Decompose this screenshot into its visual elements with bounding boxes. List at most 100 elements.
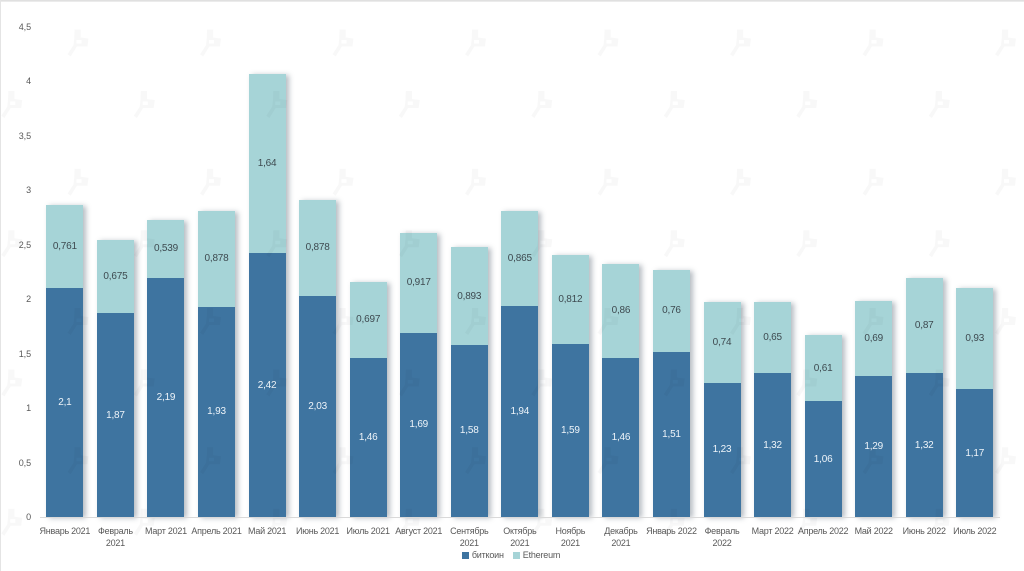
- data-label-bitcoin: 1,32: [914, 439, 934, 451]
- data-label-ethereum: 0,812: [558, 293, 583, 305]
- bar-segment-ethereum: [551, 255, 589, 344]
- bar-segment-bitcoin: [703, 382, 741, 517]
- data-label-ethereum: 0,74: [712, 337, 732, 349]
- bar-segment-bitcoin: [400, 332, 438, 517]
- bar-segment-bitcoin: [198, 306, 236, 517]
- data-label-ethereum: 0,697: [356, 314, 381, 326]
- y-axis-tick-label: 1,5: [18, 348, 31, 359]
- data-label-bitcoin: 1,46: [611, 431, 631, 443]
- x-axis-category-label: Ноябрь 2021: [555, 525, 586, 549]
- data-label-bitcoin: 1,32: [763, 439, 782, 451]
- bar-11: [551, 255, 589, 517]
- x-axis-line: [39, 517, 1001, 518]
- legend-swatch-ethereum: [512, 551, 520, 559]
- bar-5: [248, 74, 286, 517]
- data-label-bitcoin: 2,42: [257, 379, 277, 391]
- bar-segment-ethereum: [248, 74, 286, 254]
- bar-segment-ethereum: [46, 205, 84, 289]
- bar-segment-ethereum: [501, 211, 539, 306]
- x-axis-category-label: Январь 2022: [646, 525, 697, 536]
- x-axis-category-label: Июнь 2022: [902, 525, 946, 536]
- x-axis-category-label: Август 2021: [395, 525, 443, 536]
- data-label-bitcoin: 1,59: [561, 424, 580, 436]
- y-axis-tick-label: 3,5: [18, 130, 31, 141]
- bar-segment-ethereum: [754, 302, 792, 374]
- bar-2: [96, 239, 134, 517]
- data-label-ethereum: 0,917: [406, 277, 431, 289]
- data-label-bitcoin: 1,94: [510, 405, 530, 417]
- legend-label-ethereum: Ethereum: [522, 550, 561, 560]
- y-axis-tick-label: 1: [26, 403, 31, 413]
- y-axis-tick-label: 4: [26, 76, 31, 86]
- y-axis-tick-label: 0,5: [18, 457, 31, 468]
- bar-segment-ethereum: [147, 219, 185, 279]
- x-axis-category-label: Март 2021: [145, 525, 187, 536]
- bar-segment-ethereum: [198, 210, 236, 307]
- bar-segment-bitcoin: [905, 373, 943, 517]
- legend-item-bitcoin: биткоин: [461, 550, 504, 560]
- data-label-ethereum: 0,893: [457, 290, 482, 302]
- data-label-bitcoin: 1,46: [358, 431, 378, 443]
- bar-segment-bitcoin: [804, 401, 842, 517]
- bar-segment-ethereum: [652, 269, 690, 353]
- data-label-bitcoin: 1,93: [207, 406, 226, 418]
- data-label-ethereum: 0,878: [305, 242, 330, 254]
- bar-segment-bitcoin: [299, 295, 337, 517]
- bar-segment-ethereum: [349, 281, 387, 358]
- x-axis-category-label: Май 2022: [854, 525, 893, 536]
- data-label-ethereum: 0,86: [611, 305, 631, 317]
- bar-13: [652, 269, 690, 517]
- x-axis-category-label: Февраль 2021: [97, 525, 133, 549]
- data-label-bitcoin: 2,19: [156, 392, 176, 404]
- bar-segment-bitcoin: [754, 373, 792, 517]
- data-label-ethereum: 0,87: [914, 320, 934, 332]
- data-label-bitcoin: 1,69: [409, 419, 429, 431]
- data-label-ethereum: 0,69: [864, 333, 883, 345]
- data-label-ethereum: 0,761: [52, 241, 77, 253]
- bar-12: [602, 264, 640, 517]
- data-label-ethereum: 1,64: [257, 158, 277, 170]
- data-label-bitcoin: 1,87: [106, 409, 125, 421]
- bar-segment-bitcoin: [96, 313, 134, 517]
- bar-segment-bitcoin: [501, 305, 539, 517]
- data-label-bitcoin: 1,51: [662, 429, 681, 441]
- data-label-ethereum: 0,76: [662, 305, 681, 317]
- legend-swatch-bitcoin: [461, 551, 469, 559]
- x-axis-category-label: Июль 2021: [346, 525, 390, 536]
- x-axis-category-label: Июнь 2021: [296, 525, 340, 536]
- data-label-bitcoin: 1,06: [813, 453, 833, 465]
- data-label-bitcoin: 2,1: [58, 397, 72, 409]
- x-axis-category-label: Март 2022: [751, 525, 794, 536]
- bar-3: [147, 219, 185, 517]
- bar-segment-bitcoin: [551, 343, 589, 517]
- bar-segment-ethereum: [602, 264, 640, 358]
- y-axis-tick-label: 0: [26, 512, 31, 522]
- x-axis-category-label: Июль 2022: [953, 525, 997, 536]
- x-axis-category-label: Май 2021: [247, 525, 287, 536]
- bar-4: [198, 210, 236, 517]
- data-label-ethereum: 0,539: [153, 243, 178, 255]
- y-axis-tick-label: 2,5: [18, 239, 31, 250]
- bar-6: [299, 200, 337, 517]
- bar-16: [804, 334, 842, 517]
- bar-segment-bitcoin: [956, 389, 994, 517]
- window-edge-top: [0, 0, 1024, 2]
- bar-segment-bitcoin: [147, 278, 185, 517]
- data-label-ethereum: 0,93: [965, 333, 985, 345]
- bar-segment-bitcoin: [46, 288, 84, 517]
- bar-segment-bitcoin: [248, 253, 286, 517]
- bar-1: [46, 205, 84, 517]
- data-label-bitcoin: 1,58: [459, 425, 479, 437]
- bar-segment-ethereum: [299, 200, 337, 296]
- bar-segment-ethereum: [804, 334, 842, 402]
- bar-segment-ethereum: [905, 278, 943, 374]
- data-label-ethereum: 0,65: [763, 332, 782, 344]
- bar-segment-bitcoin: [349, 357, 387, 517]
- data-label-ethereum: 0,878: [204, 253, 229, 265]
- x-axis-category-label: Октябрь 2021: [503, 525, 537, 549]
- bar-10: [501, 211, 539, 517]
- x-axis-category-label: Декабрь 2021: [604, 525, 638, 549]
- data-label-bitcoin: 2,03: [308, 400, 327, 412]
- bar-14: [703, 302, 741, 517]
